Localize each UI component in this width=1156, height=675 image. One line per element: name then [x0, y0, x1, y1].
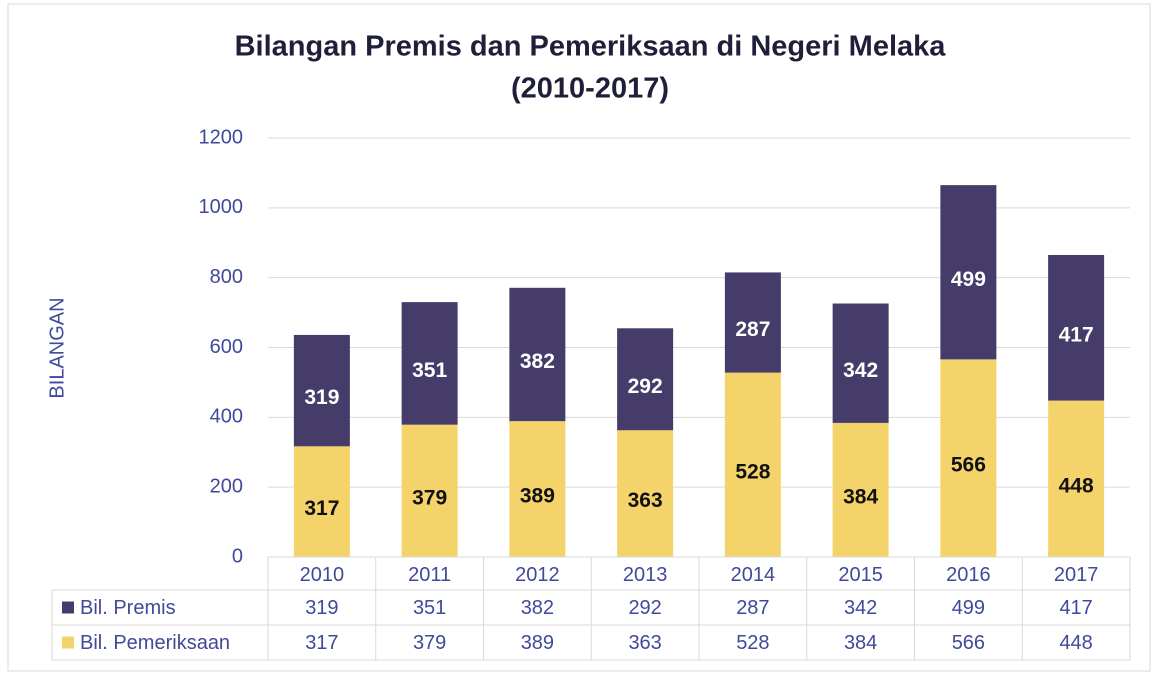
chart-subtitle: (2010-2017)	[511, 73, 669, 105]
bar-segment	[293, 334, 350, 447]
bar-segment	[401, 424, 458, 557]
x-tick-label: 2015	[838, 564, 883, 586]
data-label: 389	[520, 485, 555, 508]
table-cell: 319	[305, 597, 338, 619]
chart-border	[7, 3, 1151, 672]
chart-title: Bilangan Premis dan Pemeriksaan di Neger…	[235, 31, 947, 63]
data-label: 566	[951, 454, 986, 477]
bar-segment	[401, 302, 458, 425]
data-label: 417	[1059, 323, 1094, 346]
x-tick-label: 2014	[731, 564, 776, 586]
y-tick-label: 1200	[199, 126, 244, 148]
data-label: 317	[304, 497, 339, 520]
data-label: 292	[628, 375, 663, 398]
table-cell: 363	[628, 632, 661, 654]
bar-segment	[617, 328, 674, 431]
y-tick-label: 200	[210, 475, 243, 497]
x-tick-label: 2010	[300, 564, 345, 586]
data-label: 319	[304, 386, 339, 409]
table-cell: 566	[952, 632, 985, 654]
bar-segment	[832, 303, 889, 423]
bar-segment	[940, 359, 997, 557]
bar-segment	[940, 185, 997, 360]
y-tick-label: 600	[210, 336, 243, 358]
data-label: 379	[412, 486, 447, 509]
data-label: 351	[412, 359, 447, 382]
bar-segment	[724, 372, 781, 557]
table-cell: 379	[413, 632, 446, 654]
bar-segment	[293, 446, 350, 557]
table-cell: 351	[413, 597, 446, 619]
table-cell: 287	[736, 597, 769, 619]
bar-segment	[1048, 254, 1105, 401]
data-label: 528	[735, 460, 770, 483]
table-cell: 384	[844, 632, 877, 654]
table-cell: 292	[628, 597, 661, 619]
bar-segment	[1048, 400, 1105, 557]
table-cell: 499	[952, 597, 985, 619]
y-tick-label: 400	[210, 406, 243, 428]
bar-segment	[724, 272, 781, 373]
x-tick-label: 2013	[623, 564, 668, 586]
y-axis-label: BILANGAN	[46, 297, 68, 398]
x-tick-label: 2011	[408, 564, 451, 586]
bar-segment	[617, 430, 674, 557]
data-label: 382	[520, 350, 555, 373]
data-label: 448	[1059, 474, 1094, 497]
table-cell: 417	[1059, 597, 1092, 619]
y-tick-label: 1000	[199, 196, 244, 218]
legend-swatch	[62, 636, 74, 649]
y-tick-label: 0	[232, 545, 243, 567]
x-tick-label: 2016	[946, 564, 991, 586]
legend-label: Bil. Pemeriksaan	[80, 632, 230, 654]
data-label: 363	[628, 489, 663, 512]
data-label: 499	[951, 268, 986, 291]
y-tick-label: 800	[210, 266, 243, 288]
x-tick-label: 2012	[515, 564, 560, 586]
legend-swatch	[62, 601, 74, 614]
bar-segment	[509, 421, 566, 557]
legend-label: Bil. Premis	[80, 597, 176, 619]
x-tick-label: 2017	[1054, 564, 1099, 586]
table-cell: 317	[305, 632, 338, 654]
bar-segment	[832, 422, 889, 557]
table-cell: 382	[521, 597, 554, 619]
table-cell: 528	[736, 632, 769, 654]
table-cell: 389	[521, 632, 554, 654]
data-label: 384	[843, 486, 878, 509]
table-cell: 448	[1059, 632, 1092, 654]
table-cell: 342	[844, 597, 877, 619]
bar-segment	[509, 287, 566, 422]
data-label: 287	[735, 318, 770, 341]
data-label: 342	[843, 359, 878, 382]
